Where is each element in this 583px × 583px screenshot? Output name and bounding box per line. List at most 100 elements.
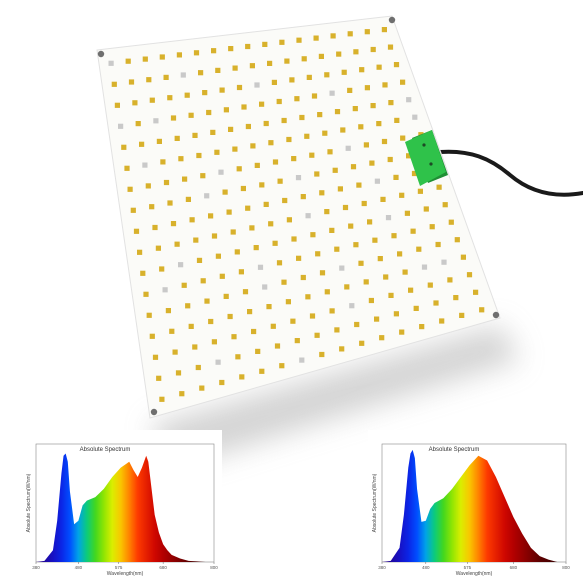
led-chip-warm [145,183,151,189]
led-chip-warm [393,62,400,68]
led-chip-warm [342,204,349,211]
led-chip-warm [219,379,225,386]
led-chip-warm [344,284,350,290]
led-chip-warm [442,202,448,208]
led-chip-warm [309,152,315,158]
led-chip-warm [363,279,369,285]
led-chip-warm [268,221,274,227]
led-chip-warm [188,112,194,118]
led-chip-warm [340,127,346,133]
led-chip-warm [149,333,155,339]
led-chip-warm [245,123,251,130]
led-chip-warm [289,77,295,83]
led-chip-warm [388,100,394,106]
x-tick-label: 680 [510,565,518,570]
led-chip-warm [259,368,265,374]
led-chip-warm [284,58,290,64]
led-chip-warm [347,87,353,93]
led-chip-warm [149,204,155,210]
led-chip-warm [192,132,198,138]
led-chip-warm [163,74,169,80]
led-chip-warm [322,130,328,136]
led-chip-warm [436,184,442,190]
led-chip-warm [146,312,152,318]
led-chip-warm [337,186,343,192]
power-cable [438,149,583,197]
led-chip-warm [460,254,466,260]
x-tick-label: 380 [378,565,386,570]
led-chip-warm [311,93,318,99]
led-chip-warm [206,109,212,116]
led-chip-warm [393,311,399,317]
led-chip-warm [247,309,253,315]
led-chip-warm [259,101,265,107]
led-chip-warm [291,156,297,162]
led-chip-white [178,262,184,268]
led-chip-warm [324,289,330,295]
led-chip-warm [359,340,365,346]
led-chip-warm [172,349,178,355]
led-chip-white [339,265,345,271]
led-chip-warm [279,39,285,45]
led-chip-warm [272,159,279,165]
led-chip-warm [250,143,256,149]
led-chip-white [374,178,380,184]
led-chip-warm [376,121,382,127]
led-chip-warm [178,156,184,162]
led-chip-warm [382,82,388,88]
led-chip-warm [211,233,218,239]
led-chip-warm [324,209,330,215]
led-chip-white [299,357,305,363]
led-chip-warm [459,312,465,318]
led-chip-warm [152,354,159,360]
led-chip-warm [128,79,135,85]
led-chip-warm [448,219,454,225]
led-chip-warm [181,282,187,288]
connector-screw [422,143,426,147]
led-chip-warm [185,303,191,309]
led-chip-warm [208,213,214,219]
led-chip-warm [381,27,387,33]
led-chip-warm [324,72,330,78]
led-chip-warm [334,109,341,115]
mounting-hole [388,16,396,24]
led-chip-warm [339,346,345,352]
led-chip-white [441,259,447,265]
led-chip-warm [249,225,255,231]
led-chip-warm [199,385,205,391]
led-chip-warm [219,273,225,279]
led-chip-warm [285,299,291,305]
led-chip-warm [223,107,229,113]
led-chip-warm [319,190,325,196]
led-chip-warm [249,63,255,69]
led-chip-warm [367,219,373,225]
led-chip-warm [184,92,190,98]
led-chip-warm [376,64,382,70]
led-chip-white [180,72,186,78]
led-chip-warm [232,146,238,152]
led-chip-warm [479,307,485,313]
led-chip-warm [370,103,376,109]
led-chip-warm [377,256,383,262]
led-chip-warm [228,46,234,52]
led-chip-warm [255,348,261,354]
led-chip-white [204,193,210,199]
led-chip-warm [272,240,278,246]
led-chip-warm [215,67,221,73]
led-chip-warm [294,96,300,102]
led-chip-white [257,264,264,270]
led-chip-warm [413,305,419,311]
led-chip-warm [399,329,405,335]
led-chip-warm [276,98,282,105]
led-chip-warm [374,316,380,322]
mounting-hole [150,408,158,416]
led-chip-warm [195,364,201,371]
x-tick-label: 575 [115,565,123,570]
led-chip-warm [242,289,249,295]
led-chip-warm [334,246,340,252]
led-chip-warm [336,51,342,57]
led-chip-warm [397,251,403,257]
led-chip-warm [111,81,117,87]
led-chip-warm [306,74,312,80]
